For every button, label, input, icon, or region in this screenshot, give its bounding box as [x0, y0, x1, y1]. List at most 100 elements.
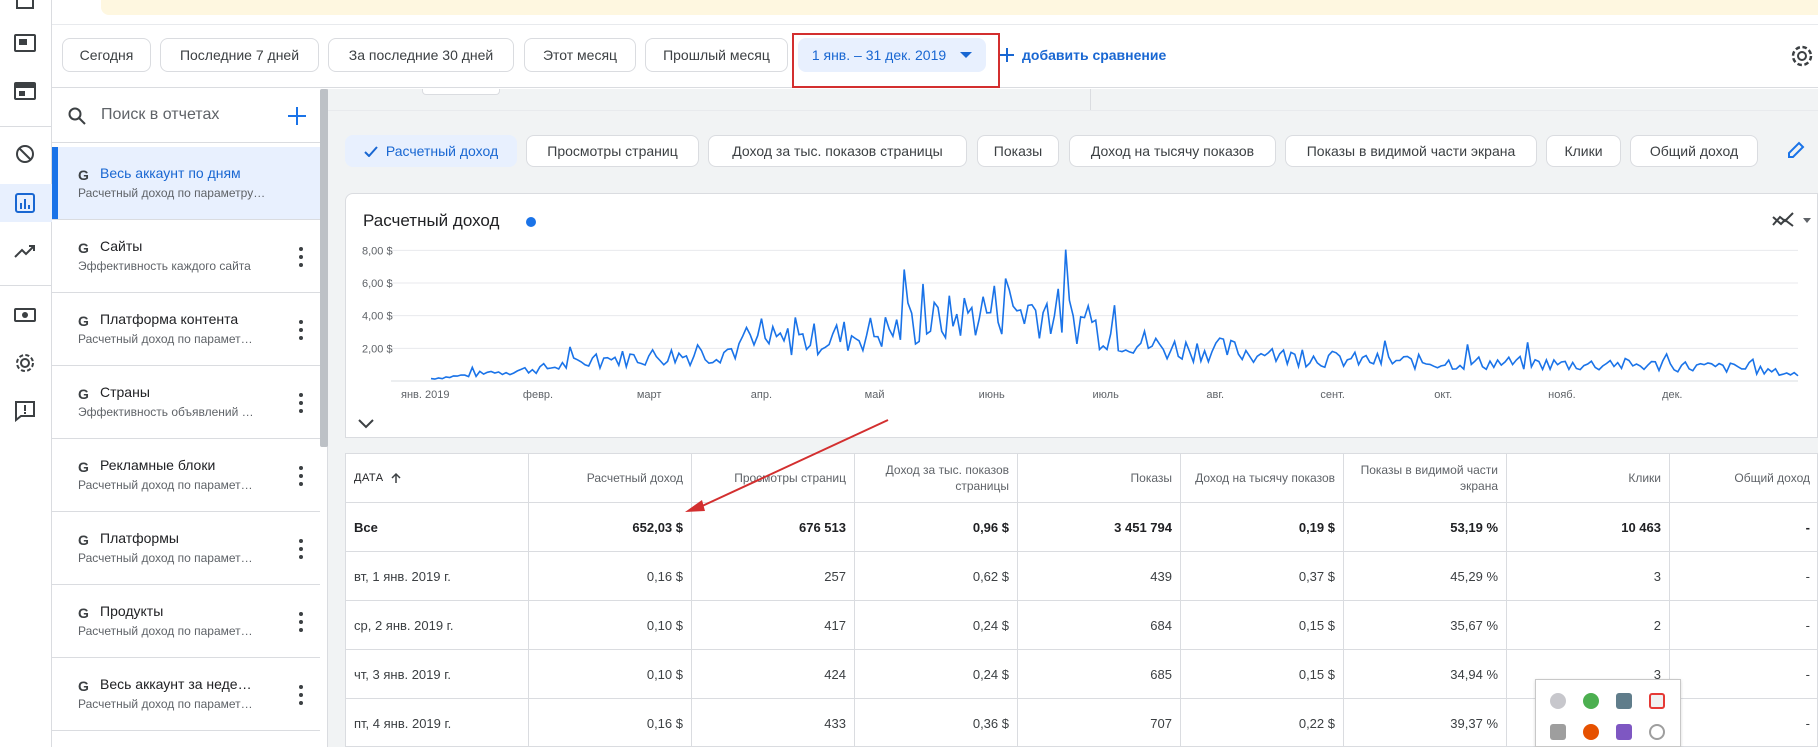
payments-icon[interactable]	[9, 299, 41, 331]
column-header-label: Показы	[1130, 471, 1172, 485]
more-options-icon[interactable]	[298, 685, 304, 705]
tray-app-icon[interactable]	[1550, 693, 1566, 709]
column-header[interactable]: Показы в видимой части экрана	[1344, 454, 1507, 503]
metric-chip-total-earnings[interactable]: Общий доход	[1630, 135, 1758, 167]
google-g-icon: G	[78, 678, 89, 694]
torrent-icon[interactable]	[1583, 693, 1599, 709]
metric-chip-active-view[interactable]: Показы в видимой части экрана	[1285, 135, 1537, 167]
x-tick-label: март	[637, 389, 662, 401]
report-item-products[interactable]: G Продукты Расчетный доход по парамет…	[52, 585, 320, 658]
more-options-icon[interactable]	[298, 466, 304, 486]
report-item-countries[interactable]: G Страны Эффективность объявлений …	[52, 366, 320, 439]
gear-icon[interactable]	[1790, 44, 1814, 73]
search-input[interactable]: Поиск в отчетах	[101, 106, 220, 123]
column-header-label: Доход на тысячу показов	[1195, 471, 1335, 485]
date-preset-last-30-days[interactable]: За последние 30 дней	[328, 38, 514, 72]
metric-chip-clicks[interactable]: Клики	[1546, 135, 1621, 167]
table-cell: 0,19 $	[1181, 503, 1344, 552]
report-table: ДАТА Расчетный доход Просмотры страниц Дохо…	[345, 453, 1818, 747]
table-cell: 685	[1018, 650, 1181, 699]
plus-icon	[1000, 48, 1014, 62]
report-subtitle: Расчетный доход по парамет…	[78, 624, 253, 638]
report-item-ad-units[interactable]: G Рекламные блоки Расчетный доход по пар…	[52, 439, 320, 512]
sidebar-scrollbar[interactable]	[320, 89, 328, 447]
table-cell: -	[1670, 601, 1818, 650]
notification-banner	[101, 0, 1818, 15]
report-search[interactable]: Поиск в отчетах	[52, 89, 320, 143]
column-header[interactable]: Расчетный доход	[529, 454, 692, 503]
date-preset-this-month[interactable]: Этот месяц	[524, 38, 636, 72]
more-options-icon[interactable]	[298, 539, 304, 559]
table-cell: 433	[692, 699, 855, 747]
date-range-selector[interactable]: 1 янв. – 31 дек. 2019	[798, 38, 986, 72]
sites-icon[interactable]	[9, 75, 41, 107]
table-cell: 0,62 $	[855, 552, 1018, 601]
mute-icon[interactable]	[1649, 693, 1665, 709]
x-tick-label: авг.	[1206, 389, 1224, 401]
add-report-icon[interactable]	[288, 107, 306, 125]
ads-icon[interactable]	[9, 27, 41, 59]
more-options-icon[interactable]	[298, 393, 304, 413]
date-preset-today[interactable]: Сегодня	[62, 38, 151, 72]
date-preset-last-month[interactable]: Прошлый месяц	[645, 38, 788, 72]
chart-options-icon[interactable]	[1771, 211, 1815, 234]
column-header[interactable]: Клики	[1507, 454, 1670, 503]
metric-label: Расчетный доход	[385, 143, 499, 159]
edit-metrics-icon[interactable]	[1786, 140, 1806, 165]
refresh-icon[interactable]	[1649, 724, 1665, 740]
blocking-controls-icon[interactable]	[9, 138, 41, 170]
column-header[interactable]: Доход на тысячу показов	[1181, 454, 1344, 503]
report-item-account-by-day[interactable]: G Весь аккаунт по дням Расчетный доход п…	[52, 147, 320, 220]
report-title: Платформа контента	[100, 311, 239, 327]
column-header-date[interactable]: ДАТА	[346, 454, 529, 503]
table-cell: 0,37 $	[1181, 552, 1344, 601]
sort-arrow-up-icon[interactable]	[390, 472, 402, 484]
add-comparison-label: добавить сравнение	[1022, 47, 1167, 63]
report-title: Весь аккаунт за неде…	[100, 676, 252, 692]
highlight-annotation-box	[792, 33, 1000, 88]
report-subtitle: Эффективность каждого сайта	[78, 259, 251, 273]
metric-chip-impression-rpm[interactable]: Доход на тысячу показов	[1069, 135, 1276, 167]
y-tick-label: 8,00 $	[362, 245, 393, 257]
report-item-platforms[interactable]: G Платформы Расчетный доход по парамет…	[52, 512, 320, 585]
metric-chip-page-views[interactable]: Просмотры страниц	[526, 135, 699, 167]
table-cell: 0,15 $	[1181, 601, 1344, 650]
report-subtitle: Расчетный доход по парамет…	[78, 478, 253, 492]
add-comparison-link[interactable]: добавить сравнение	[1000, 38, 1166, 72]
table-cell: 34,94 %	[1344, 650, 1507, 699]
column-header[interactable]: Общий доход	[1670, 454, 1818, 503]
check-icon	[364, 145, 378, 157]
reports-icon[interactable]	[9, 187, 41, 219]
settings-icon[interactable]	[9, 347, 41, 379]
column-header[interactable]: Доход за тыс. показов страницы	[855, 454, 1018, 503]
earnings-chart-card: Расчетный доход 2,00 $ 4,00 $ 6,00 $ 8,00 $…	[345, 193, 1818, 438]
report-item-account-by-week[interactable]: G Весь аккаунт за неде… Расчетный доход …	[52, 658, 320, 731]
printer-icon[interactable]	[1550, 724, 1566, 740]
column-header[interactable]: Показы	[1018, 454, 1181, 503]
metric-chip-page-rpm[interactable]: Доход за тыс. показов страницы	[708, 135, 967, 167]
optimization-icon[interactable]	[9, 235, 41, 267]
column-header[interactable]: Просмотры страниц	[692, 454, 855, 503]
metric-chip-impressions[interactable]: Показы	[977, 135, 1059, 167]
report-item-sites[interactable]: G Сайты Эффективность каждого сайта	[52, 220, 320, 293]
metric-chip-estimated-earnings[interactable]: Расчетный доход	[345, 135, 517, 167]
home-icon[interactable]	[9, 0, 41, 18]
google-g-icon: G	[78, 167, 89, 183]
column-header-label: Клики	[1628, 471, 1661, 485]
date-preset-last-7-days[interactable]: Последние 7 дней	[160, 38, 319, 72]
report-item-content-platform[interactable]: G Платформа контента Расчетный доход по …	[52, 293, 320, 366]
table-cell: -	[1670, 503, 1818, 552]
table-row-date: пт, 4 янв. 2019 г.	[346, 699, 529, 747]
more-options-icon[interactable]	[298, 320, 304, 340]
antivirus-icon[interactable]	[1583, 724, 1599, 740]
more-options-icon[interactable]	[298, 612, 304, 632]
feedback-icon[interactable]	[9, 395, 41, 427]
more-options-icon[interactable]	[298, 247, 304, 267]
usb-icon[interactable]	[1616, 693, 1632, 709]
table-cell: 0,16 $	[529, 699, 692, 747]
report-subtitle: Расчетный доход по парамет…	[78, 697, 253, 711]
pen-icon[interactable]	[1616, 724, 1632, 740]
expand-chart-icon[interactable]	[358, 416, 374, 434]
report-subtitle: Расчетный доход по параметру "Дат…	[78, 186, 268, 200]
